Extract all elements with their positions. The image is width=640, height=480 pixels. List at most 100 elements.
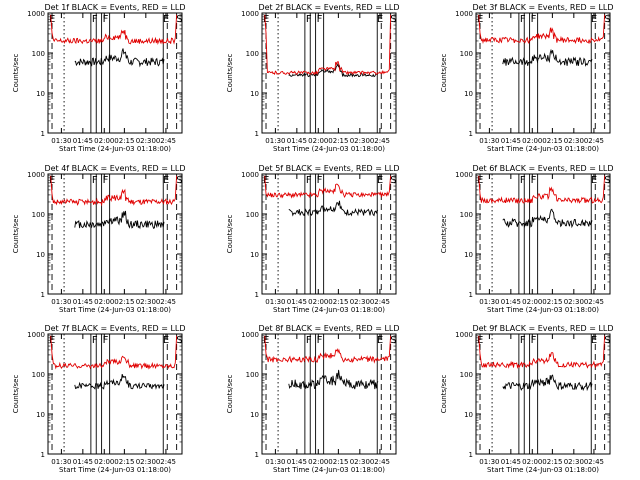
x-tick-label: 02:30 — [136, 458, 156, 466]
panel-title: Det 6f BLACK = Events, RED = LLD — [472, 164, 613, 173]
panel-title: Det 9f BLACK = Events, RED = LLD — [472, 324, 613, 333]
marker-label-e: E — [477, 335, 483, 346]
y-tick-label: 10 — [36, 90, 45, 98]
marker-label-f: F — [520, 335, 526, 346]
x-tick-label: 01:30 — [265, 458, 285, 466]
series-events — [502, 48, 593, 67]
plot-frame — [475, 333, 611, 455]
panel-title: Det 3f BLACK = Events, RED = LLD — [472, 3, 613, 12]
marker-label-e: E — [477, 14, 483, 25]
x-tick-label: 01:30 — [51, 298, 71, 306]
y-tick-label: 10 — [250, 411, 259, 419]
plot-frame — [475, 173, 611, 295]
y-axis-label: Counts/sec — [226, 215, 234, 254]
x-tick-label: 02:45 — [156, 137, 176, 145]
marker-label-f: F — [317, 175, 323, 186]
x-tick-label: 02:45 — [156, 458, 176, 466]
x-tick-label: 02:15 — [114, 137, 134, 145]
x-tick-label: 02:15 — [542, 137, 562, 145]
plot-frame — [47, 173, 183, 295]
x-axis-label: Start Time (24-Jun-03 01:18:00) — [487, 466, 599, 474]
plot-frame — [475, 12, 611, 134]
plot-frame — [261, 333, 397, 455]
y-tick-label: 1 — [41, 130, 45, 138]
x-tick-label: 02:15 — [328, 298, 348, 306]
marker-label-f: F — [103, 175, 109, 186]
x-tick-label: 01:30 — [51, 137, 71, 145]
plot-frame — [261, 12, 397, 134]
x-tick-label: 02:00 — [308, 137, 328, 145]
y-tick-label: 100 — [32, 371, 45, 379]
x-tick-label: 01:45 — [287, 298, 307, 306]
y-tick-label: 10 — [36, 251, 45, 259]
marker-label-f: F — [92, 175, 98, 186]
marker-label-f: F — [306, 175, 312, 186]
x-tick-label: 02:30 — [350, 458, 370, 466]
x-tick-label: 01:45 — [501, 298, 521, 306]
x-tick-label: 01:45 — [73, 298, 93, 306]
x-tick-label: 02:45 — [370, 298, 390, 306]
x-tick-label: 02:30 — [350, 137, 370, 145]
marker-label-e: E — [591, 335, 597, 346]
marker-label-e: E — [263, 335, 269, 346]
y-tick-label: 1 — [469, 451, 473, 459]
panel-title: Det 4f BLACK = Events, RED = LLD — [44, 164, 185, 173]
series-events — [288, 200, 379, 217]
x-tick-label: 02:30 — [136, 298, 156, 306]
x-tick-label: 02:30 — [350, 298, 370, 306]
x-tick-label: 02:15 — [114, 458, 134, 466]
y-tick-label: 1000 — [455, 171, 473, 179]
y-axis-label: Counts/sec — [12, 375, 20, 414]
y-tick-label: 100 — [32, 211, 45, 219]
x-tick-label: 02:15 — [328, 458, 348, 466]
x-axis-label: Start Time (24-Jun-03 01:18:00) — [59, 145, 171, 153]
y-tick-label: 1 — [255, 130, 259, 138]
series-events — [74, 373, 165, 390]
marker-label-e: E — [591, 175, 597, 186]
y-tick-label: 1 — [255, 451, 259, 459]
marker-label-s: S — [176, 14, 182, 25]
series-lld — [50, 14, 178, 45]
marker-label-s: S — [604, 335, 610, 346]
marker-label-e: E — [591, 14, 597, 25]
x-tick-label: 02:45 — [370, 458, 390, 466]
marker-label-e: E — [163, 175, 169, 186]
y-tick-label: 1000 — [27, 171, 45, 179]
series-lld — [264, 335, 392, 364]
marker-label-f: F — [92, 14, 98, 25]
series-events — [288, 63, 379, 78]
marker-label-e: E — [377, 14, 383, 25]
series-events — [74, 210, 165, 230]
marker-label-s: S — [176, 335, 182, 346]
y-tick-label: 1000 — [455, 331, 473, 339]
y-tick-label: 1 — [469, 291, 473, 299]
marker-label-e: E — [49, 175, 55, 186]
x-tick-label: 01:45 — [287, 137, 307, 145]
x-tick-label: 01:45 — [73, 458, 93, 466]
y-tick-label: 1 — [41, 451, 45, 459]
y-tick-label: 1000 — [241, 171, 259, 179]
panel-title: Det 5f BLACK = Events, RED = LLD — [258, 164, 399, 173]
y-tick-label: 1000 — [241, 10, 259, 18]
marker-label-f: F — [531, 14, 537, 25]
marker-label-f: F — [317, 14, 323, 25]
x-tick-label: 01:45 — [287, 458, 307, 466]
plot-frame — [47, 12, 183, 134]
marker-label-e: E — [263, 14, 269, 25]
marker-label-f: F — [306, 335, 312, 346]
x-tick-label: 02:00 — [94, 137, 114, 145]
marker-label-e: E — [263, 175, 269, 186]
x-axis-label: Start Time (24-Jun-03 01:18:00) — [59, 306, 171, 314]
x-tick-label: 01:45 — [73, 137, 93, 145]
panel-title: Det 7f BLACK = Events, RED = LLD — [44, 324, 185, 333]
x-tick-label: 02:15 — [328, 137, 348, 145]
x-tick-label: 02:45 — [584, 298, 604, 306]
x-tick-label: 01:30 — [265, 298, 285, 306]
marker-label-s: S — [390, 14, 396, 25]
x-axis-label: Start Time (24-Jun-03 01:18:00) — [273, 306, 385, 314]
